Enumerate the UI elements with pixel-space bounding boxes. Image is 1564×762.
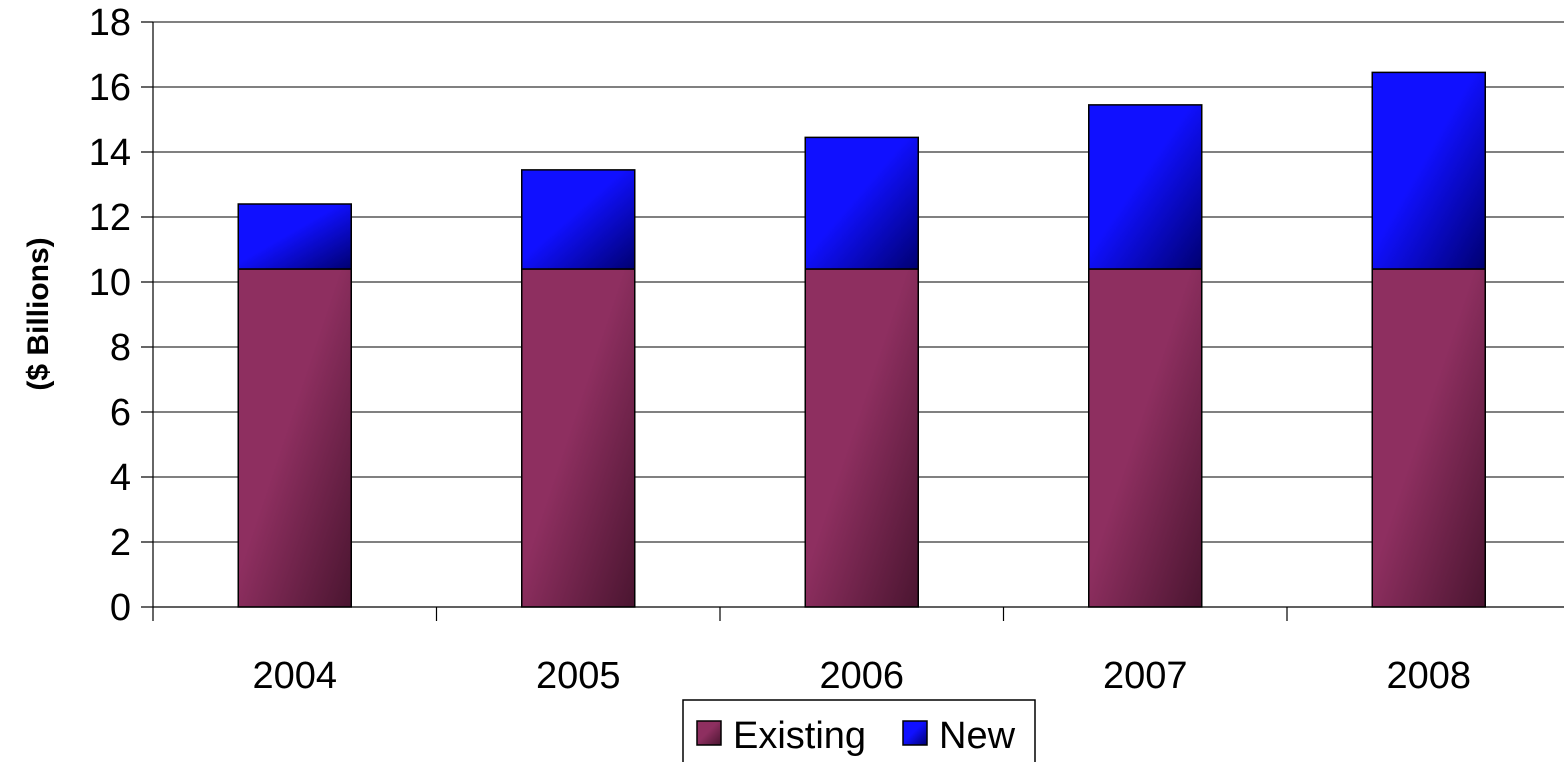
legend-swatch-existing [696,720,722,746]
y-tick-label: 10 [89,262,131,304]
legend-box [682,699,1036,762]
bar-new-2008 [1371,71,1486,270]
bar-new-2004 [237,203,352,270]
legend-swatch-new [902,720,928,746]
legend-label-new: New [939,715,1016,757]
y-tick-label: 8 [110,327,131,369]
bars [237,71,1486,608]
bar-existing-2008 [1371,268,1486,608]
x-tick-label-2008: 2008 [1386,655,1471,697]
bar-existing-2006 [804,268,919,608]
x-tick-label-2006: 2006 [819,655,904,697]
x-tick-label-2005: 2005 [536,655,621,697]
y-axis-title: ($ Billions) [22,237,55,390]
bar-new-2006 [804,136,919,270]
y-tick-label: 2 [110,522,131,564]
y-tick-label: 12 [89,197,131,239]
bar-existing-2004 [237,268,352,608]
y-tick-label: 16 [89,67,131,109]
legend-label-existing: Existing [733,715,866,757]
x-tick-label-2004: 2004 [252,655,337,697]
y-tick-label: 0 [110,587,131,629]
y-tick-label: 14 [89,132,131,174]
x-tick-label-2007: 2007 [1103,655,1188,697]
bar-existing-2005 [521,268,636,608]
bar-existing-2007 [1088,268,1203,608]
bar-new-2005 [521,169,636,270]
legend: Existing New [682,699,1036,762]
axes: 0 2 4 6 8 10 12 14 16 18 2004 2005 2006 2007 2008 [89,2,1564,697]
bar-new-2007 [1088,104,1203,270]
y-tick-label: 6 [110,392,131,434]
y-tick-label: 18 [89,2,131,44]
y-tick-label: 4 [110,457,131,499]
